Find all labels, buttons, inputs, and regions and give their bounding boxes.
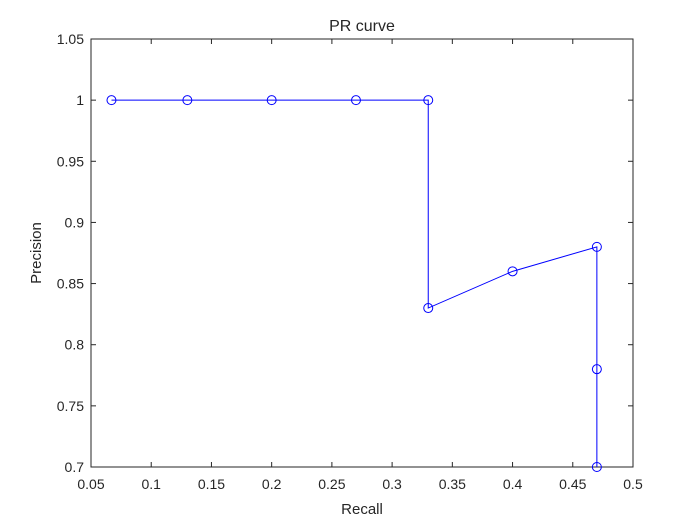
data-point [182, 95, 193, 106]
x-tick-label: 0.45 [559, 476, 586, 492]
x-tick-label: 0.05 [77, 476, 104, 492]
data-point [591, 241, 602, 252]
x-axis: 0.05 0.1 0.15 0.2 0.25 0.3 0.35 0.4 0.45 0.5 [77, 39, 643, 492]
data-point [423, 303, 434, 314]
series-layer [106, 95, 602, 472]
x-tick-label: 0.4 [503, 476, 523, 492]
y-tick-label: 0.9 [65, 214, 85, 230]
data-point [266, 95, 277, 106]
data-point [350, 95, 361, 106]
x-axis-label: Recall [341, 501, 383, 518]
y-tick-label: 1 [76, 92, 84, 108]
x-tick-label: 0.1 [141, 476, 161, 492]
x-tick-label: 0.5 [623, 476, 643, 492]
x-tick-label: 0.35 [439, 476, 466, 492]
data-point [507, 266, 518, 277]
y-tick-label: 1.05 [57, 31, 84, 47]
y-tick-label: 0.75 [57, 398, 84, 414]
x-tick-label: 0.2 [262, 476, 282, 492]
data-point [591, 364, 602, 375]
chart-title: PR curve [329, 18, 395, 35]
data-point [591, 462, 602, 472]
data-point [423, 95, 434, 106]
series-line [111, 99, 598, 467]
y-tick-label: 0.95 [57, 153, 84, 169]
y-axis: 0.7 0.75 0.8 0.85 0.9 0.95 1 1.05 [57, 31, 633, 475]
y-tick-label: 0.7 [65, 459, 85, 475]
x-tick-label: 0.25 [318, 476, 345, 492]
y-axis-label: Precision [28, 222, 45, 284]
y-tick-label: 0.85 [57, 276, 84, 292]
x-tick-label: 0.3 [382, 476, 402, 492]
y-tick-label: 0.8 [65, 337, 85, 353]
x-tick-label: 0.15 [198, 476, 225, 492]
data-point [106, 95, 117, 106]
plot-area [90, 38, 634, 468]
